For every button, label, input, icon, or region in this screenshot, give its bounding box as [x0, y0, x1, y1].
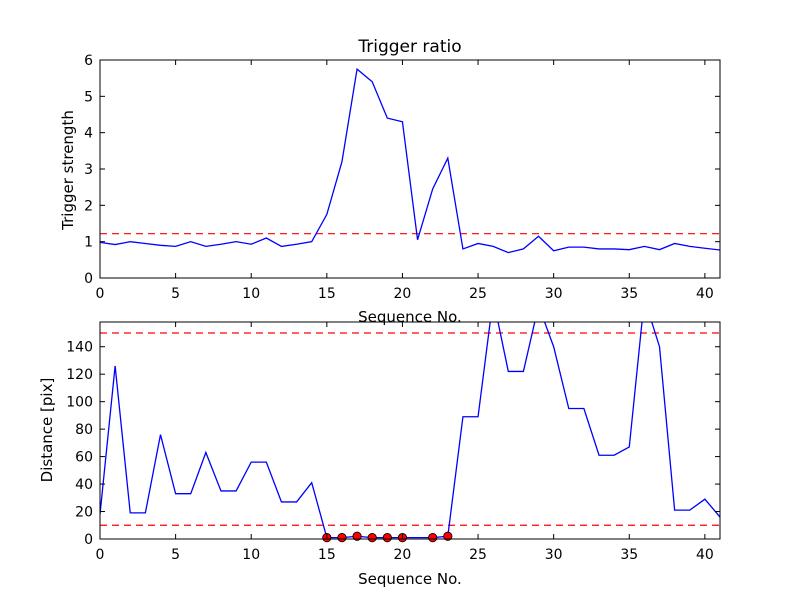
- x-tick-label: 40: [696, 547, 714, 563]
- x-tick-label: 25: [469, 286, 487, 302]
- y-tick-label: 120: [66, 367, 93, 383]
- data-point-marker: [337, 533, 347, 543]
- x-tick-label: 15: [318, 547, 336, 563]
- x-tick-label: 5: [171, 547, 180, 563]
- y-tick-label: 5: [84, 89, 93, 105]
- y-tick-label: 6: [84, 53, 93, 69]
- y-tick-label: 3: [84, 162, 93, 178]
- x-tick-label: 15: [318, 286, 336, 302]
- plot-area: [100, 67, 720, 254]
- x-tick-label: 10: [242, 547, 260, 563]
- y-tick-label: 80: [75, 422, 93, 438]
- x-tick-label: 5: [171, 286, 180, 302]
- y-tick-label: 40: [75, 477, 93, 493]
- y-tick-label: 100: [66, 395, 93, 411]
- data-point-marker: [428, 533, 438, 543]
- data-point-marker: [352, 531, 362, 541]
- y-axis-label: Distance [pix]: [38, 378, 56, 483]
- data-point-marker: [382, 533, 392, 543]
- plot-frame: [99, 59, 721, 279]
- y-tick-label: 1: [84, 235, 93, 251]
- x-tick-label: 35: [620, 547, 638, 563]
- y-tick-label: 60: [75, 450, 93, 466]
- trigger-ratio-panel: Trigger ratio Sequence No. Trigger stren…: [59, 37, 721, 326]
- data-point-marker: [443, 531, 453, 541]
- x-tick-label: 10: [242, 286, 260, 302]
- x-tick-label: 30: [545, 547, 563, 563]
- x-tick-label: 35: [620, 286, 638, 302]
- x-tick-label: 0: [96, 286, 105, 302]
- data-point-marker: [367, 533, 377, 543]
- x-tick-label: 30: [545, 286, 563, 302]
- x-tick-label: 0: [96, 547, 105, 563]
- x-axis-label: Sequence No.: [358, 570, 462, 588]
- y-tick-label: 4: [84, 126, 93, 142]
- y-tick-label: 140: [66, 340, 93, 356]
- series-line: [100, 322, 720, 539]
- y-tick-label: 0: [84, 271, 93, 287]
- x-tick-label: 40: [696, 286, 714, 302]
- series-line: [100, 67, 720, 254]
- y-axis-label: Trigger strength: [59, 110, 77, 231]
- plot-area: [100, 322, 720, 539]
- x-tick-label: 20: [394, 286, 412, 302]
- distance-panel: Sequence No. Distance [pix] 0 5 10 15 20 25 30…: [38, 321, 721, 588]
- x-axis-label: Sequence No.: [358, 308, 462, 326]
- x-tick-label: 25: [469, 547, 487, 563]
- plot-frame: [99, 321, 721, 540]
- chart-title: Trigger ratio: [357, 37, 461, 57]
- x-tick-label: 20: [394, 547, 412, 563]
- y-tick-label: 20: [75, 505, 93, 521]
- y-tick-label: 0: [84, 532, 93, 548]
- y-tick-label: 2: [84, 198, 93, 214]
